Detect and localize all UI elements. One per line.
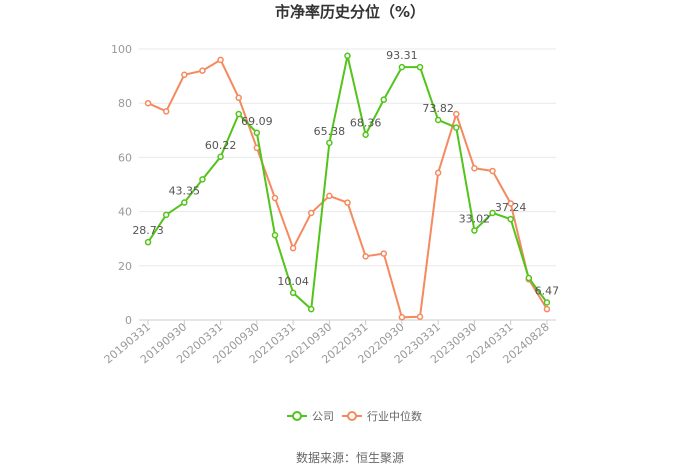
chart-title: 市净率历史分位（%）	[275, 3, 425, 21]
data-point[interactable]	[217, 56, 224, 64]
data-label: 60.22	[205, 139, 237, 152]
data-point[interactable]	[271, 194, 279, 202]
y-tick-label: 0	[125, 314, 132, 327]
data-point[interactable]	[199, 67, 206, 74]
series-layer	[144, 52, 551, 321]
data-point[interactable]	[217, 153, 224, 161]
grid-lines	[139, 48, 556, 267]
series-company	[144, 52, 551, 313]
data-point[interactable]	[307, 305, 315, 313]
legend-item-industry[interactable]: 行业中位数	[342, 409, 422, 423]
data-point[interactable]	[434, 169, 442, 177]
data-point[interactable]	[144, 99, 152, 107]
y-axis: 0 20 40 60 80 100	[111, 43, 132, 327]
data-point[interactable]	[307, 209, 315, 217]
data-point[interactable]	[144, 238, 152, 246]
legend-label-company: 公司	[312, 410, 334, 423]
x-axis: 2019033120190930202003312020093020210331…	[102, 319, 556, 366]
data-point[interactable]	[507, 215, 514, 223]
legend-label-industry: 行业中位数	[367, 409, 422, 423]
data-point[interactable]	[471, 227, 478, 234]
data-point[interactable]	[181, 71, 188, 78]
data-label: 69.09	[241, 115, 273, 128]
series-line	[147, 58, 548, 319]
data-point[interactable]	[525, 274, 533, 282]
data-point[interactable]	[489, 209, 496, 217]
data-label: 73.82	[422, 102, 454, 115]
data-point[interactable]	[398, 314, 406, 321]
data-point[interactable]	[489, 167, 496, 175]
data-point[interactable]	[398, 63, 406, 71]
data-point[interactable]	[434, 116, 442, 124]
data-point[interactable]	[453, 110, 460, 118]
data-point[interactable]	[326, 139, 333, 147]
data-point[interactable]	[543, 299, 551, 306]
data-point[interactable]	[162, 108, 170, 115]
data-point[interactable]	[344, 52, 351, 60]
data-point[interactable]	[380, 96, 388, 103]
y-tick-label: 40	[118, 206, 132, 219]
source-note: 数据来源：恒生聚源	[296, 450, 404, 465]
data-point[interactable]	[453, 124, 460, 131]
data-label: 43.35	[169, 185, 201, 198]
data-point[interactable]	[362, 131, 369, 138]
data-point[interactable]	[344, 199, 351, 206]
y-tick-label: 100	[111, 43, 132, 56]
data-point[interactable]	[507, 200, 514, 207]
data-point[interactable]	[380, 250, 388, 257]
data-label: 68.36	[350, 117, 382, 130]
data-label: 65.38	[314, 125, 346, 138]
data-point[interactable]	[289, 244, 297, 252]
data-point[interactable]	[235, 94, 242, 102]
data-point[interactable]	[181, 199, 188, 206]
data-point[interactable]	[162, 211, 170, 219]
data-point[interactable]	[471, 164, 478, 172]
data-label: 37.24	[495, 201, 527, 214]
series-line	[147, 55, 548, 312]
data-point[interactable]	[416, 313, 424, 320]
data-point[interactable]	[416, 63, 424, 71]
data-label: 10.04	[277, 275, 309, 288]
y-tick-label: 20	[118, 260, 132, 273]
data-point[interactable]	[253, 129, 261, 137]
data-label: 28.73	[132, 224, 164, 237]
data-label: 93.31	[386, 49, 418, 62]
data-point[interactable]	[543, 305, 551, 313]
data-point[interactable]	[271, 231, 279, 239]
y-tick-label: 80	[118, 97, 132, 110]
data-point[interactable]	[235, 110, 242, 118]
data-label: 6.47	[535, 284, 560, 297]
legend-item-company[interactable]: 公司	[287, 410, 334, 423]
data-point[interactable]	[289, 289, 297, 297]
data-point[interactable]	[326, 192, 333, 200]
data-label: 33.02	[459, 213, 491, 226]
legend: 公司 行业中位数	[287, 409, 422, 423]
y-tick-label: 60	[118, 151, 132, 164]
data-point[interactable]	[199, 176, 206, 183]
series-industry	[144, 56, 551, 321]
data-point[interactable]	[362, 253, 369, 260]
data-labels: 28.73 43.35 60.22 69.09 10.04 65.38 68.36 93.31…	[132, 49, 559, 297]
